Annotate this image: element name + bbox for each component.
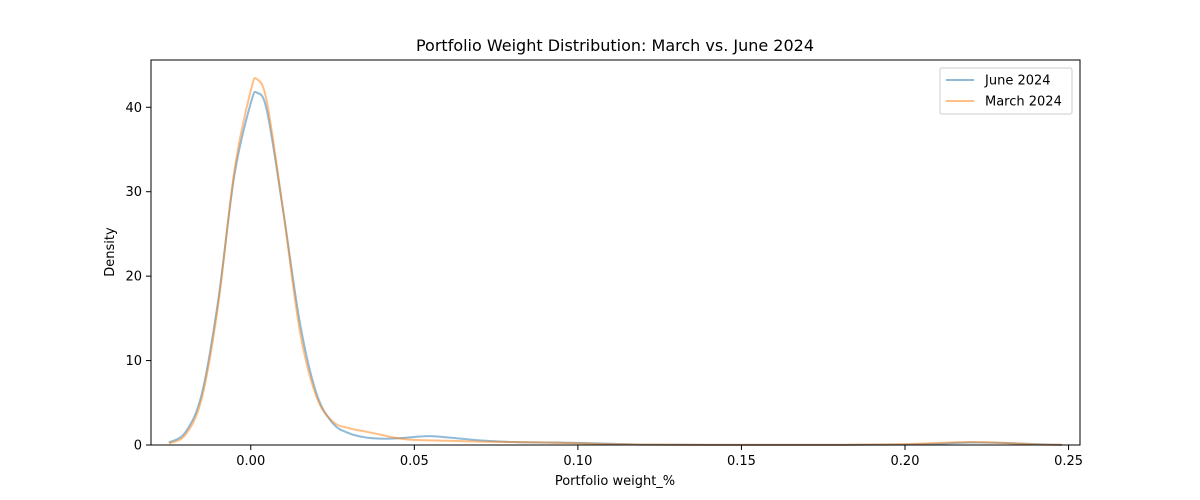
chart-title: Portfolio Weight Distribution: March vs.… (416, 36, 814, 55)
y-axis: 0 10 20 30 40 (125, 101, 151, 454)
x-tick-label: 0.15 (727, 454, 756, 469)
y-axis-label: Density (103, 227, 118, 277)
series-line-0 (168, 90, 1063, 446)
legend-label-1: March 2024 (985, 95, 1062, 110)
y-tick-label: 30 (125, 185, 142, 200)
y-tick-label: 10 (125, 354, 142, 369)
x-tick-label: 0.20 (891, 454, 920, 469)
x-tick-label: 0.00 (236, 454, 265, 469)
series-line-1 (168, 76, 1063, 446)
legend: June 2024 March 2024 (939, 67, 1073, 115)
y-tick-label: 0 (134, 439, 142, 454)
y-tick-label: 20 (125, 270, 142, 285)
x-axis: 0.00 0.05 0.10 0.15 0.20 0.25 (236, 445, 1083, 469)
x-tick-label: 0.05 (400, 454, 429, 469)
plot-frame (150, 59, 1081, 446)
legend-label-0: June 2024 (984, 74, 1051, 89)
x-tick-label: 0.10 (563, 454, 592, 469)
y-tick-label: 40 (125, 101, 142, 116)
plot-area (150, 59, 1081, 446)
x-tick-label: 0.25 (1054, 454, 1083, 469)
x-axis-label: Portfolio weight_% (555, 474, 675, 489)
